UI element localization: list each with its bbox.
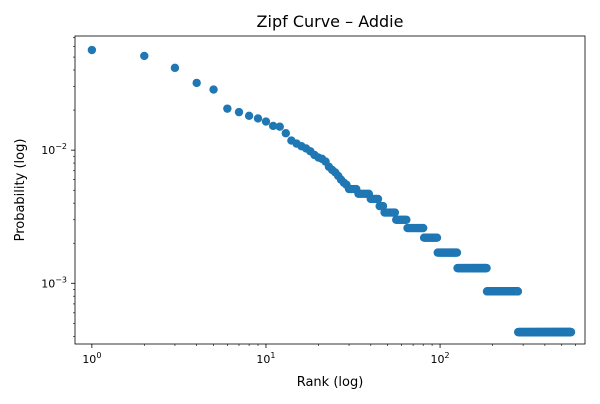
y-tick-label-exponent: −2 [55, 142, 67, 151]
y-tick-label-exponent: −3 [55, 275, 67, 284]
y-tick-label: 10−3 [41, 275, 67, 290]
data-point [223, 104, 232, 113]
data-point [373, 194, 383, 204]
data-point [452, 248, 462, 257]
x-tick-label: 101 [256, 351, 275, 366]
chart-title: Zipf Curve – Addie [257, 12, 404, 31]
y-tick-label: 10−2 [41, 142, 67, 157]
data-point [140, 51, 149, 61]
data-point [87, 45, 97, 55]
data-point [482, 263, 491, 273]
y-tick-label-base: 10 [41, 144, 55, 157]
data-point [244, 111, 254, 121]
data-point [234, 107, 244, 117]
x-axis-label: Rank (log) [297, 375, 364, 390]
data-point [378, 201, 388, 211]
data-point [432, 233, 442, 242]
data-point [418, 223, 428, 233]
x-tick-label-base: 10 [431, 353, 445, 366]
data-point [253, 114, 263, 123]
data-point [566, 327, 576, 337]
x-tick-label-exponent: 0 [96, 351, 101, 360]
x-tick-label: 102 [431, 351, 450, 366]
data-point [261, 117, 271, 126]
data-point [268, 121, 278, 131]
data-point [513, 287, 523, 296]
plot-frame [74, 35, 586, 345]
x-tick-label-exponent: 1 [270, 351, 275, 360]
data-point [402, 215, 411, 224]
x-tick-label-base: 10 [256, 353, 270, 366]
data-point [281, 129, 291, 138]
x-tick-label: 100 [82, 351, 101, 366]
data-point [170, 63, 180, 73]
data-point [209, 85, 218, 94]
y-axis-label: Probability (log) [13, 139, 28, 242]
x-tick-label-base: 10 [82, 353, 96, 366]
data-points [87, 45, 576, 337]
data-point [275, 122, 284, 131]
data-point [192, 78, 201, 88]
data-point [390, 208, 400, 217]
x-tick-label-exponent: 2 [445, 351, 450, 360]
y-tick-label-base: 10 [41, 277, 55, 290]
